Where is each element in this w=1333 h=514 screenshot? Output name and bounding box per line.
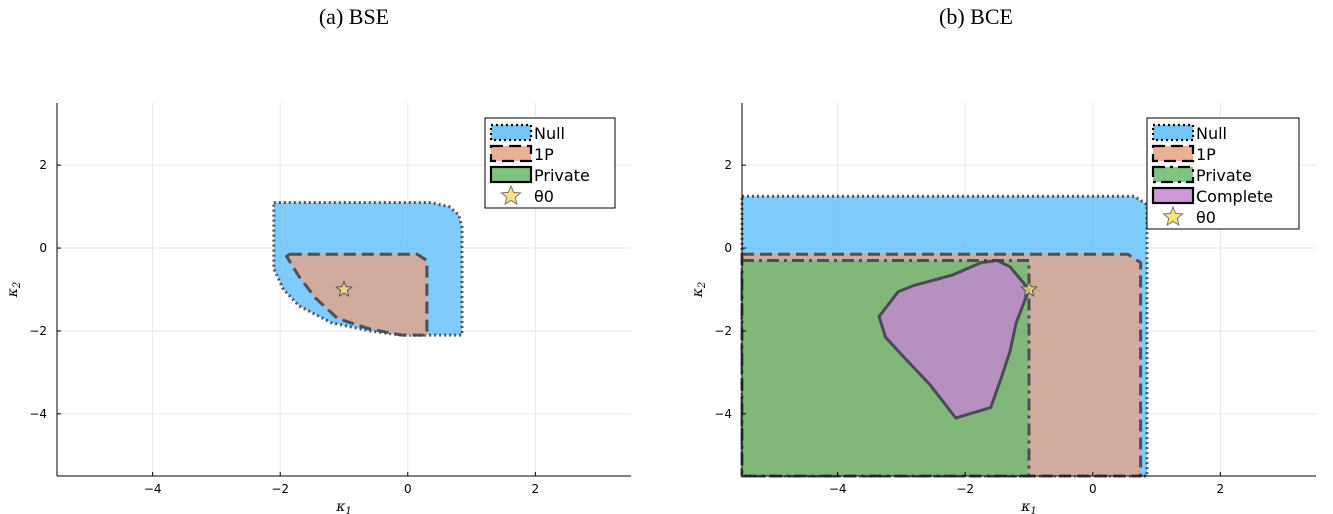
y-axis-label: κ2 — [690, 282, 708, 299]
x-tick-label: −2 — [271, 482, 289, 496]
panel-b-caption: (b) BCE — [939, 4, 1013, 29]
legend-swatch-theta0 — [500, 184, 522, 206]
x-tick-label: −4 — [144, 482, 162, 496]
legend-label: θ0 — [534, 187, 554, 206]
y-tick-label: −2 — [714, 324, 732, 338]
legend-label: 1P — [1196, 145, 1216, 164]
legend-swatch-private — [489, 165, 533, 184]
x-axis-label: κ1 — [1020, 499, 1037, 514]
legend-swatch-1p — [489, 144, 533, 163]
y-tick-label: −4 — [29, 407, 47, 421]
legend-swatch-null — [489, 123, 533, 142]
plot-panel-a: −4 −2 0 2 2 0 −2 −4 κ1 κ2 Null 1P Private θ0 — [5, 103, 631, 514]
y-tick-label: 2 — [39, 158, 47, 172]
x-tick-label: 2 — [1217, 482, 1225, 496]
y-tick-label: 0 — [724, 241, 732, 255]
y-axis-label: κ2 — [5, 282, 23, 299]
y-tick-label: 2 — [724, 158, 732, 172]
legend-swatch-1p — [1151, 144, 1195, 163]
panel-a-caption: (a) BSE — [318, 4, 390, 29]
legend-swatch-complete — [1151, 186, 1195, 205]
legend-label: θ0 — [1196, 208, 1216, 227]
y-tick-label: −2 — [29, 324, 47, 338]
legend-label: Null — [534, 124, 565, 143]
x-tick-label: −2 — [956, 482, 974, 496]
region-1p — [285, 252, 429, 337]
legend-swatch-private — [1151, 165, 1195, 184]
x-tick-label: 0 — [1089, 482, 1097, 496]
legend: Null 1P Private θ0 — [484, 117, 616, 209]
legend-swatch-null — [1151, 123, 1195, 142]
legend-label: Private — [534, 166, 590, 185]
legend-label: Null — [1196, 124, 1227, 143]
x-axis-label: κ1 — [335, 499, 352, 514]
legend-label: Private — [1196, 166, 1252, 185]
x-tick-label: 2 — [532, 482, 540, 496]
theta0-point — [335, 280, 353, 298]
x-tick-label: 0 — [404, 482, 412, 496]
legend: Null 1P Private Complete θ0 — [1146, 117, 1300, 230]
y-tick-label: 0 — [39, 241, 47, 255]
legend-label: Complete — [1196, 187, 1273, 206]
legend-swatch-theta0 — [1162, 205, 1184, 227]
theta0-point — [1020, 280, 1038, 298]
x-tick-label: −4 — [829, 482, 847, 496]
y-tick-label: −4 — [714, 407, 732, 421]
legend-label: 1P — [534, 145, 554, 164]
plot-panel-b: −4 −2 0 2 2 0 −2 −4 κ1 κ2 Null 1P Private Complete θ0 — [690, 103, 1316, 514]
region-complete — [877, 259, 1031, 420]
